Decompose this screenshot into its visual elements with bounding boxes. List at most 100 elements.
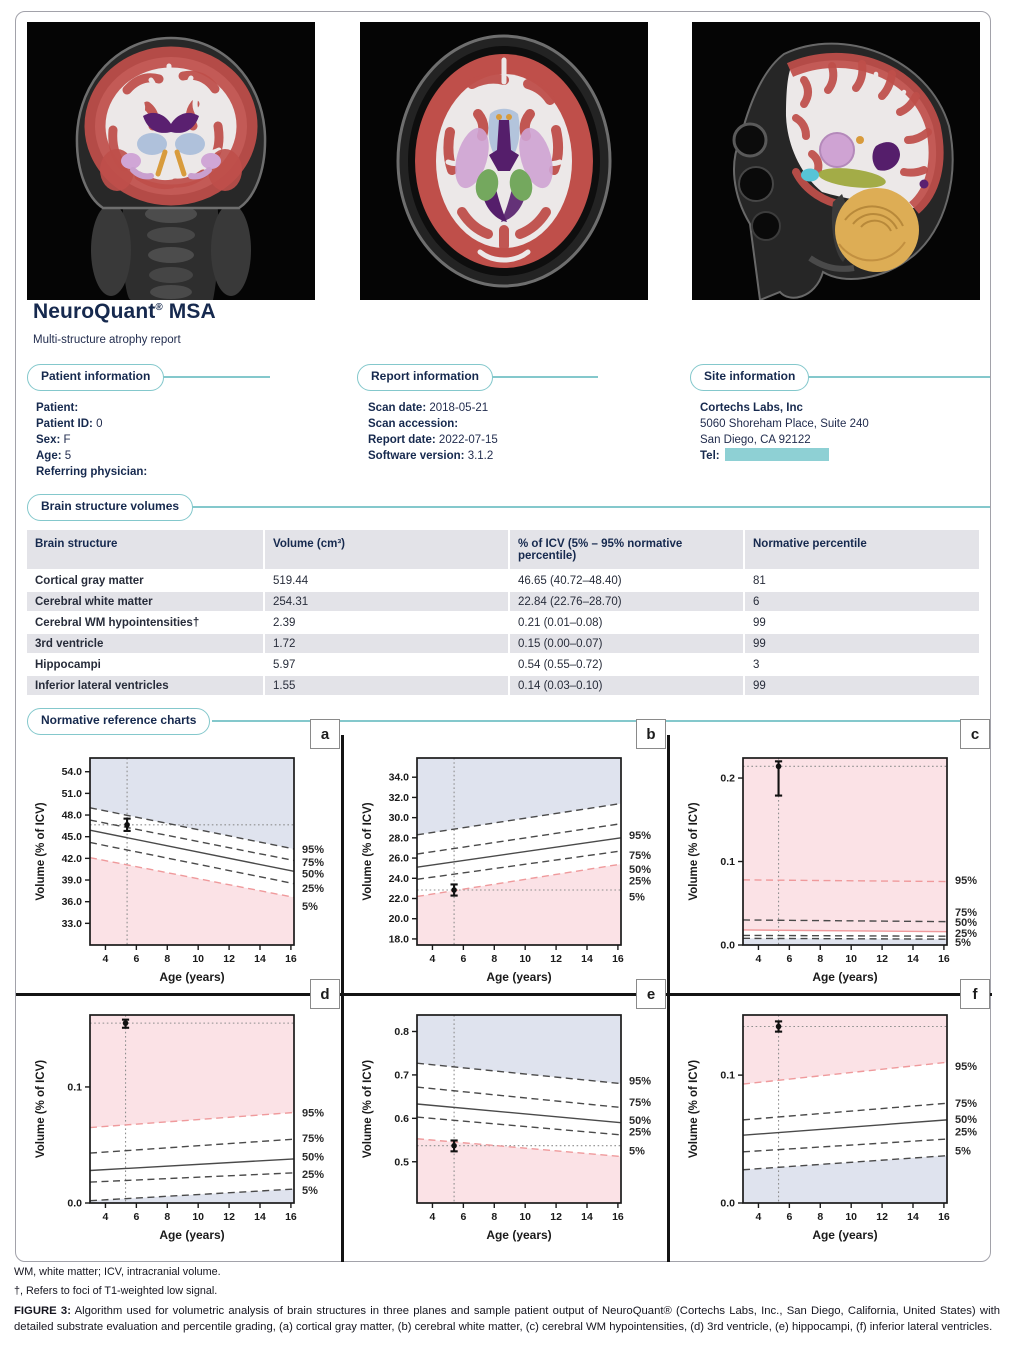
y-tick-label: 32.0	[389, 792, 410, 804]
y-tick-label: 36.0	[62, 896, 83, 908]
y-axis-label: Volume (% of ICV)	[362, 1060, 374, 1158]
percentile-label-75: 75%	[629, 1097, 651, 1109]
abnormal-region-below	[417, 1138, 621, 1203]
volumes-tag-line	[182, 506, 990, 508]
percentile-line-25	[89, 1172, 295, 1183]
cell-pct-icv: 0.14 (0.03–0.10)	[510, 676, 743, 695]
patient-field-label: Age:	[36, 450, 62, 462]
x-tick-label: 4	[756, 953, 762, 965]
percentile-label-50: 50%	[955, 1114, 977, 1126]
abnormal-region-below	[90, 857, 294, 945]
percentile-line-50	[416, 837, 622, 868]
site-tag-line	[804, 376, 990, 378]
y-tick-label: 48.0	[62, 810, 83, 822]
brand-name: NeuroQuant	[33, 300, 156, 323]
column-header: Normative percentile	[745, 530, 979, 569]
cell-pct-icv: 0.21 (0.01–0.08)	[518, 617, 603, 629]
y-axis-label: Volume (% of ICV)	[35, 1060, 47, 1158]
patient-field: Referring physician:	[36, 464, 147, 480]
figure-footer: WM, white matter; ICV, intracranial volu…	[14, 1266, 1000, 1335]
cell-pct-icv: 0.15 (0.00–0.07)	[510, 634, 743, 653]
abnormal-region-below	[743, 938, 947, 945]
x-tick-label: 4	[430, 953, 436, 965]
cell-percentile: 99	[753, 617, 766, 629]
x-axis-label: Age (years)	[486, 1228, 551, 1242]
abnormal-region-above	[90, 758, 294, 849]
x-tick-label: 14	[581, 953, 593, 965]
patient-field: Patient:	[36, 400, 147, 416]
chart-inferior-lateral-ventricles: 0.0 0.1 4 6 8 10 12 14 16 Volume (% of ICV) Age (y…	[669, 995, 991, 1267]
x-tick-label: 8	[491, 1211, 497, 1223]
percentile-line-50	[89, 829, 295, 873]
abnormal-region-above	[417, 1015, 621, 1084]
x-tick-label: 10	[519, 953, 531, 965]
mri-sagittal-panel	[692, 22, 980, 300]
plot-border	[416, 757, 622, 946]
x-tick-label: 6	[786, 1211, 792, 1223]
site-information-tag: Site information	[690, 364, 810, 391]
y-tick-label: 0.7	[394, 1069, 409, 1081]
chart-3rd-ventricle: 0.0 0.1 4 6 8 10 12 14 16 Volume (% of ICV) Age (y…	[16, 995, 338, 1267]
percentile-label-95: 95%	[629, 830, 651, 842]
patient-data-point	[775, 763, 782, 770]
chart-cortical-gray-matter: 33.0 36.0 39.0 42.0 45.0 48.0 51.0 54.0 4 6 8 10 12 1…	[16, 735, 338, 998]
cell-structure: Inferior lateral ventricles	[27, 676, 263, 695]
y-tick-label: 26.0	[389, 853, 410, 865]
patient-field-label: Referring physician:	[36, 466, 148, 478]
percentile-label-50: 50%	[629, 1115, 651, 1127]
percentile-line-25	[742, 1138, 948, 1153]
x-tick-label: 14	[581, 1211, 593, 1223]
percentile-line-75	[89, 1138, 295, 1154]
y-tick-label: 0.0	[720, 940, 735, 952]
percentile-line-50	[89, 1158, 295, 1172]
patient-field: Age: 5	[36, 448, 147, 464]
cell-pct-icv: 22.84 (22.76–28.70)	[510, 592, 743, 611]
normative-chart-svg: 0.5 0.6 0.7 0.8 4 6 8 10 12 14 16 Volume (% of ICV)…	[362, 1014, 651, 1242]
abnormal-region-above	[417, 758, 621, 835]
x-axis-label: Age (years)	[159, 970, 224, 984]
percentile-label-25: 25%	[629, 875, 651, 887]
chart-cerebral-white-matter: 18.0 20.0 22.0 24.0 26.0 28.0 30.0 32.0 34.0 4 6 8 1…	[343, 735, 665, 998]
x-tick-label: 12	[550, 953, 562, 965]
mri-coronal-panel	[27, 22, 315, 300]
mri-coronal-image	[27, 22, 315, 300]
plot-border	[89, 757, 295, 946]
percentile-line-95	[89, 807, 295, 850]
cell-pct-icv: 0.54 (0.55–0.72)	[518, 659, 603, 671]
abnormal-region-below	[417, 864, 621, 945]
cell-volume: 1.55	[265, 676, 508, 695]
normative-reference-charts-tag: Normative reference charts	[27, 708, 211, 735]
x-axis-label: Age (years)	[159, 1228, 224, 1242]
percentile-label-75: 75%	[955, 907, 977, 919]
x-tick-label: 10	[845, 953, 857, 965]
x-tick-label: 8	[491, 953, 497, 965]
table-row: Cerebral white matter 254.31 22.84 (22.76–…	[27, 592, 981, 611]
y-tick-label: 0.5	[394, 1156, 409, 1168]
patient-field-label: Patient:	[36, 402, 79, 414]
percentile-line-5	[89, 856, 295, 899]
cell-structure: Hippocampi	[35, 659, 101, 671]
x-tick-label: 4	[103, 953, 109, 965]
abnormal-region-above	[743, 1015, 947, 1085]
y-tick-label: 0.1	[67, 1081, 82, 1093]
table-row: 3rd ventricle 1.72 0.15 (0.00–0.07) 99	[27, 634, 981, 653]
x-tick-label: 14	[907, 953, 919, 965]
y-tick-label: 20.0	[389, 913, 410, 925]
x-tick-label: 14	[254, 1211, 266, 1223]
x-tick-label: 16	[938, 1211, 950, 1223]
cell-volume: 5.97	[273, 659, 296, 671]
percentile-label-25: 25%	[955, 928, 977, 940]
patient-information-tag: Patient information	[27, 364, 165, 391]
y-tick-label: 30.0	[389, 812, 410, 824]
cell-volume: 1.72	[265, 634, 508, 653]
report-field-value: 2018-05-21	[426, 402, 489, 414]
x-tick-label: 6	[133, 953, 139, 965]
x-tick-label: 4	[756, 1211, 762, 1223]
abnormal-region-above	[90, 1015, 294, 1128]
figure-frame: NeuroQuant® MSA Multi-structure atrophy …	[15, 11, 992, 1262]
x-tick-label: 12	[876, 953, 888, 965]
panel-label-c: c	[960, 719, 990, 749]
x-tick-label: 8	[164, 1211, 170, 1223]
table-row: Hippocampi 5.97 0.54 (0.55–0.72) 3	[27, 655, 981, 674]
